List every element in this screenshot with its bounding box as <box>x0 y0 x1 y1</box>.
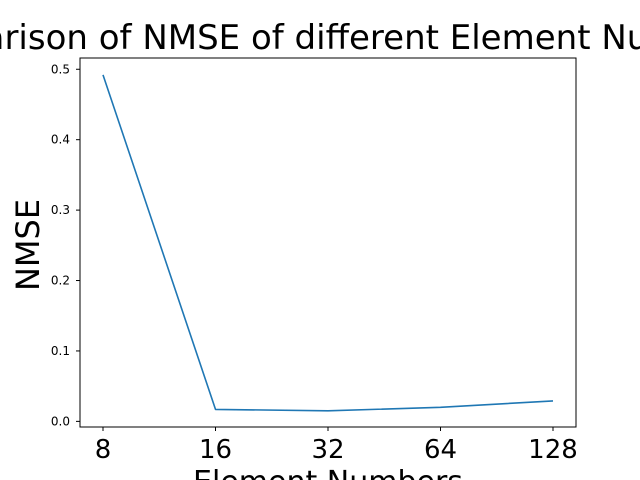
y-tick-label: 0.1 <box>51 344 70 358</box>
x-tick-label: 16 <box>199 435 232 465</box>
x-axis: 8 16 32 64 128 <box>95 427 578 465</box>
plot-area-frame <box>80 58 576 427</box>
y-tick-label: 0.4 <box>51 133 70 147</box>
y-axis-label: NMSE <box>9 199 47 291</box>
x-tick-label: 32 <box>311 435 344 465</box>
x-tick-label: 8 <box>95 435 112 465</box>
nmse-series-line <box>103 75 553 411</box>
x-tick-label: 64 <box>424 435 457 465</box>
y-tick-label: 0.0 <box>51 414 70 428</box>
series-group <box>103 75 553 411</box>
y-tick-label: 0.3 <box>51 203 70 217</box>
y-tick-label: 0.2 <box>51 274 70 288</box>
y-axis: 0.0 0.1 0.2 0.3 0.4 0.5 <box>51 62 80 428</box>
y-tick-label: 0.5 <box>51 62 70 76</box>
x-axis-label: Element Numbers <box>193 465 463 480</box>
chart-title: Comparison of NMSE of different Element … <box>0 18 640 58</box>
x-tick-label: 128 <box>528 435 578 465</box>
